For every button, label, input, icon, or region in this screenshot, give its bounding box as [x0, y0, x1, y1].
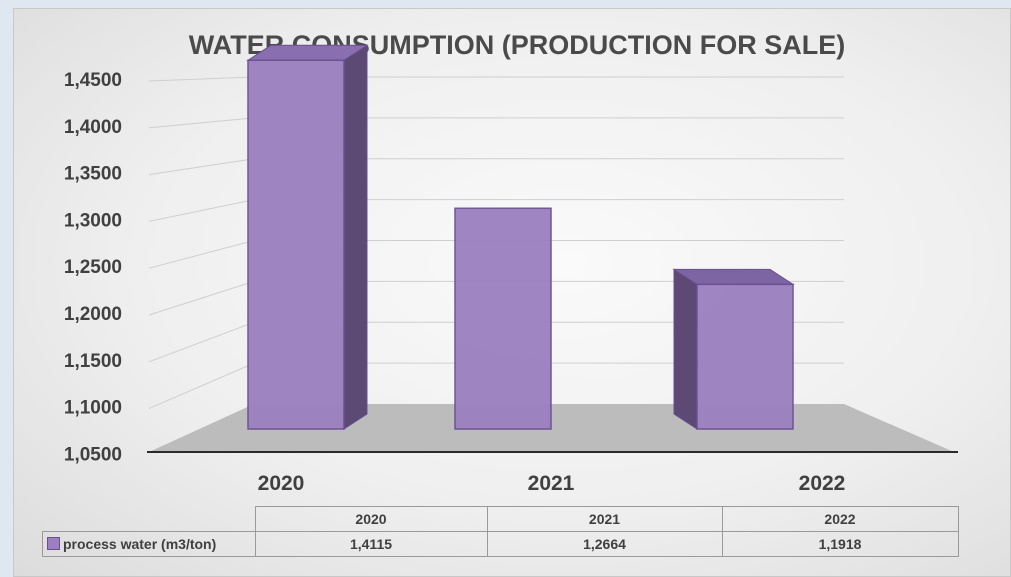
- x-tick-label: 2020: [258, 472, 305, 495]
- bar: [246, 44, 369, 430]
- bar-front-face: [247, 59, 345, 430]
- data-table-corner: [42, 506, 256, 532]
- data-table-value-2021: 1,2664: [486, 531, 723, 557]
- bar-front-face: [454, 207, 552, 430]
- data-table-header-2020: 2020: [254, 506, 488, 532]
- y-tick-label: 1,1500: [64, 351, 122, 372]
- bar-side-face: [343, 44, 368, 430]
- legend-label: process water (m3/ton): [63, 536, 217, 552]
- data-table-header-row: 2020 2021 2022: [42, 506, 959, 532]
- y-tick-label: 1,3500: [64, 164, 122, 185]
- bar-side-face: [673, 268, 698, 430]
- y-tick-label: 1,1000: [64, 398, 122, 419]
- y-tick-label: 1,4500: [64, 70, 122, 91]
- y-tick-label: 1,3000: [64, 210, 122, 231]
- y-tick-label: 1,0500: [64, 444, 122, 465]
- data-table-header-2021: 2021: [486, 506, 723, 532]
- bar: [454, 207, 552, 430]
- legend-key-swatch: [47, 537, 60, 550]
- y-tick-label: 1,2500: [64, 257, 122, 278]
- y-tick-label: 1,2000: [64, 304, 122, 325]
- y-tick-label: 1,4000: [64, 117, 122, 138]
- data-table-value-2020: 1,4115: [254, 531, 488, 557]
- x-tick-label: 2021: [528, 472, 575, 495]
- chart-plot: WATER CONSUMPTION (PRODUCTION FOR SALE) …: [64, 30, 958, 495]
- data-table-value-2022: 1,1918: [721, 531, 959, 557]
- data-table: 2020 2021 2022 process water (m3/ton) 1,…: [42, 506, 959, 557]
- bar: [672, 268, 795, 430]
- chart-area: WATER CONSUMPTION (PRODUCTION FOR SALE) …: [13, 8, 1011, 577]
- legend-entry: process water (m3/ton): [42, 531, 256, 557]
- data-table-row: process water (m3/ton) 1,4115 1,2664 1,1…: [42, 531, 959, 557]
- bar-front-face: [696, 283, 794, 430]
- x-tick-label: 2022: [799, 472, 846, 495]
- data-table-header-2022: 2022: [721, 506, 959, 532]
